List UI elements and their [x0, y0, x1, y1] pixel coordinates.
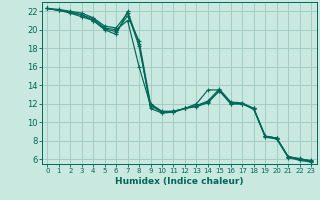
- X-axis label: Humidex (Indice chaleur): Humidex (Indice chaleur): [115, 177, 244, 186]
